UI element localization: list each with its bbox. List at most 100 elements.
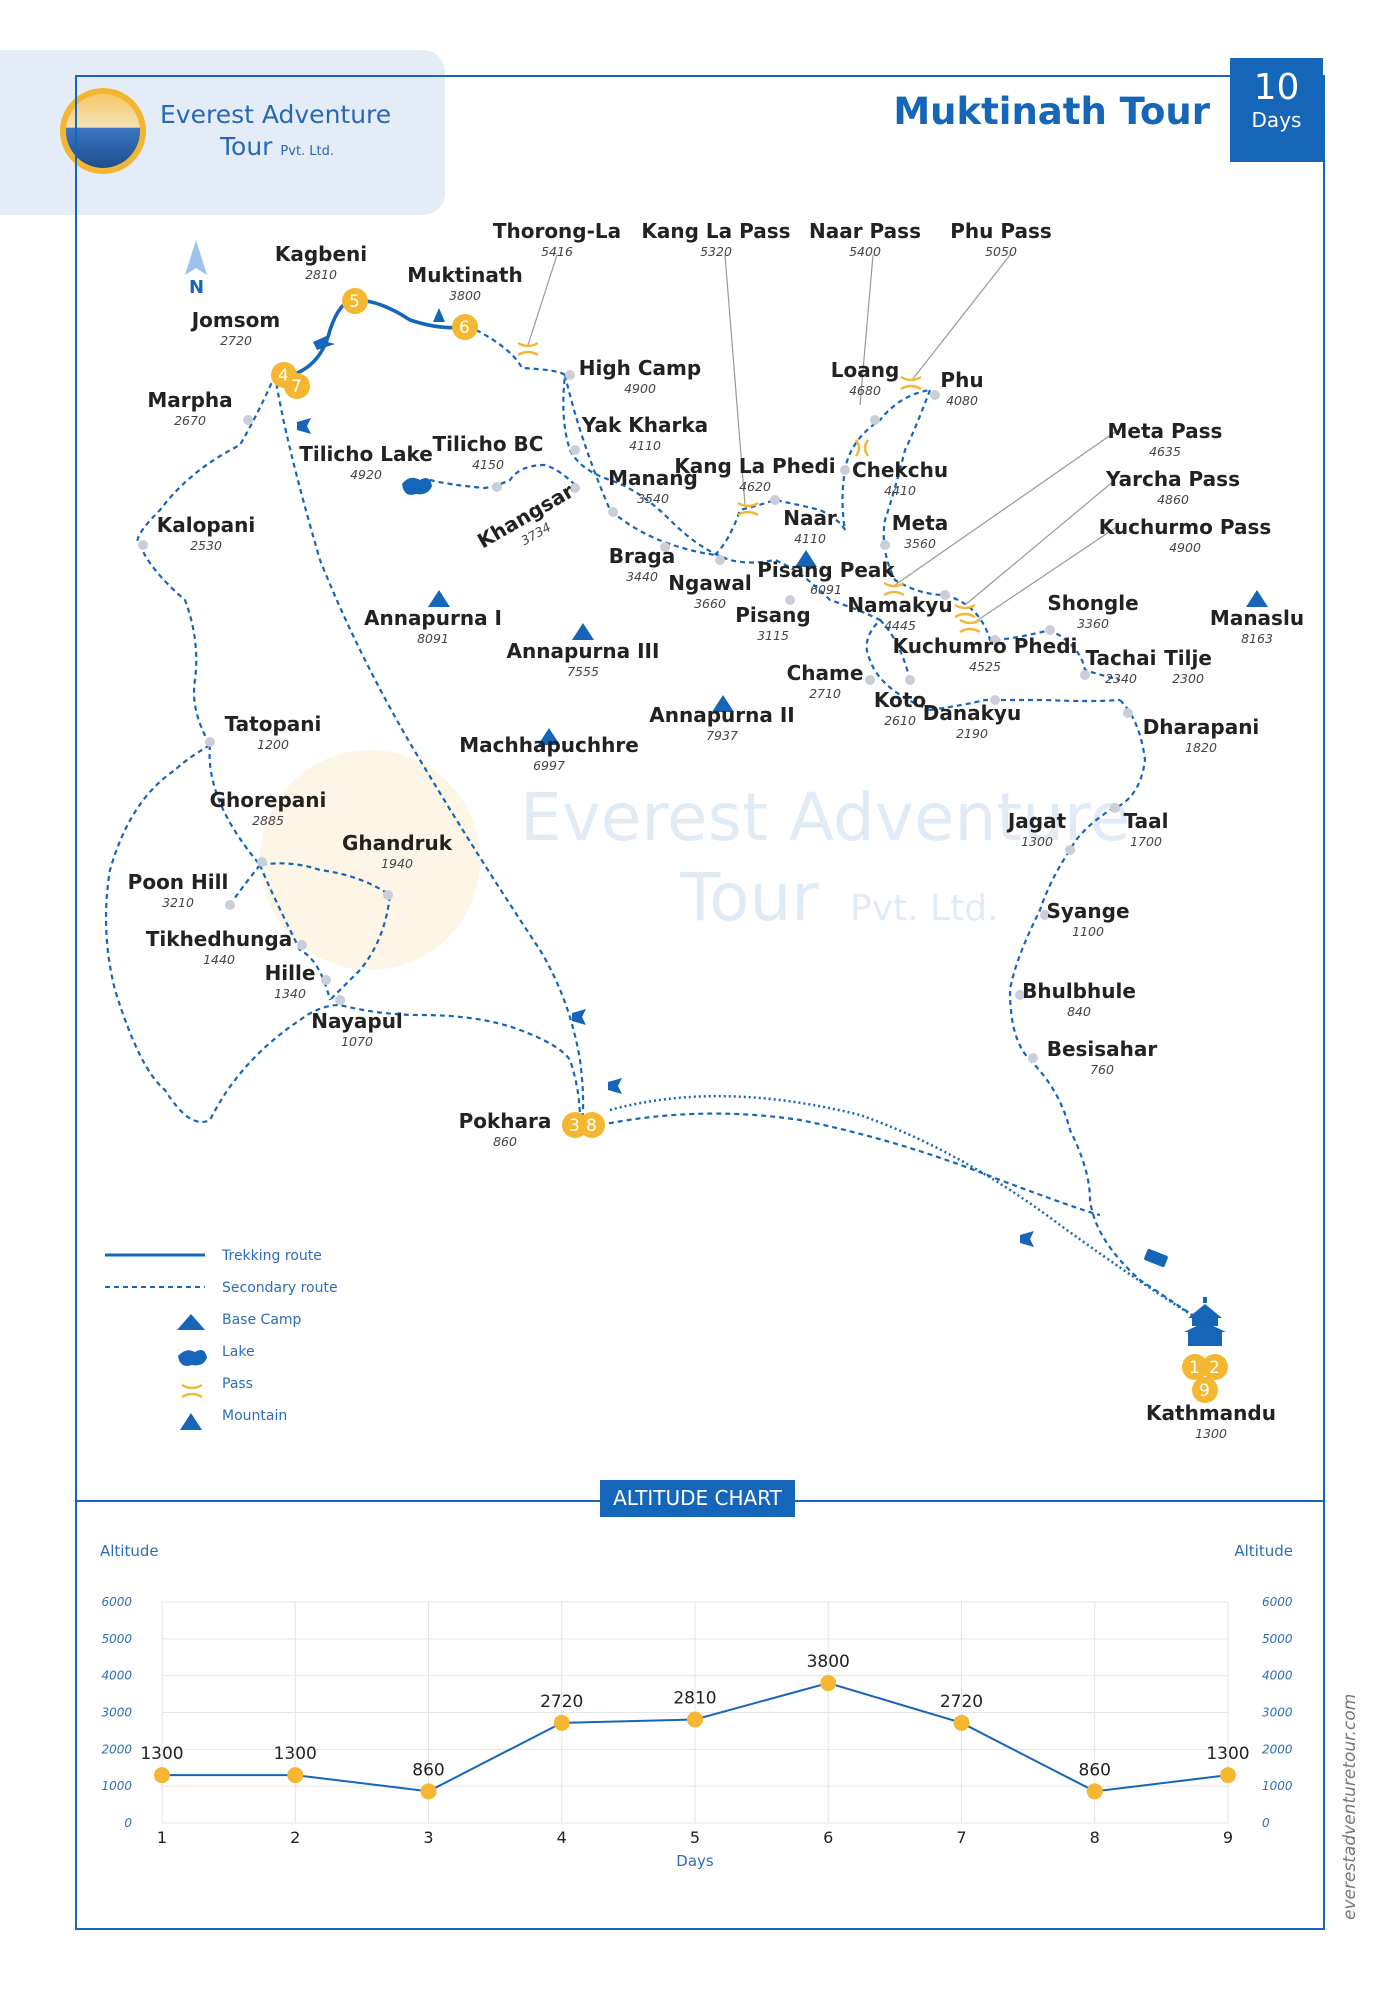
place-name: Ghorepani bbox=[210, 788, 327, 812]
days-badge: 10 Days bbox=[1230, 58, 1323, 162]
altitude-chart: Altitude Altitude 0 0 1000 1000 2000 2000 3000 30… bbox=[100, 1542, 1293, 1870]
pass-altitude: 4860 bbox=[1157, 492, 1189, 507]
watermark-line1: Everest Adventure bbox=[520, 779, 1130, 856]
y-tick-right: 4000 bbox=[1262, 1669, 1293, 1683]
plane-icon bbox=[608, 1078, 622, 1094]
place-altitude: 2340 bbox=[1105, 671, 1137, 686]
place-altitude: 1340 bbox=[274, 986, 306, 1001]
waypoint-kalopani bbox=[138, 540, 148, 550]
waypoint-hille bbox=[321, 975, 331, 985]
place-altitude: 4150 bbox=[472, 457, 504, 472]
place-altitude: 1820 bbox=[1185, 740, 1217, 755]
altitude-data-label: 860 bbox=[412, 1760, 444, 1780]
pass-icon bbox=[900, 375, 922, 391]
altitude-point bbox=[553, 1714, 570, 1731]
svg-text:4: 4 bbox=[278, 366, 289, 386]
place-altitude: 4110 bbox=[629, 438, 661, 453]
place-name: Taal bbox=[1124, 809, 1169, 833]
route-tatopani-pokhara bbox=[104, 744, 582, 1124]
y-tick-left: 2000 bbox=[101, 1742, 132, 1756]
y-tick-right: 2000 bbox=[1262, 1742, 1293, 1756]
place-altitude: 4620 bbox=[739, 479, 771, 494]
stop-pokhara-b: 8 bbox=[579, 1112, 605, 1138]
y-tick-right: 5000 bbox=[1262, 1632, 1293, 1646]
place-name: Kang La Phedi bbox=[674, 454, 835, 478]
route-pokhara-kathmandu-road bbox=[599, 1112, 1101, 1217]
mountain-name: Manaslu bbox=[1210, 606, 1304, 630]
stop-kathmandu-c: 9 bbox=[1192, 1377, 1218, 1403]
mountain-icon bbox=[1246, 590, 1268, 607]
mountain-name: Annapurna II bbox=[649, 703, 794, 727]
waypoint-ghorepani bbox=[257, 857, 267, 867]
place-altitude: 2710 bbox=[809, 686, 841, 701]
leader-meta-pass bbox=[894, 431, 1116, 586]
y-tick-left: 4000 bbox=[101, 1669, 132, 1683]
route-dharapani-kathmandu bbox=[1008, 699, 1201, 1321]
place-name: Pokhara bbox=[459, 1109, 552, 1133]
secondary-routes bbox=[104, 321, 1201, 1321]
north-arrow-icon bbox=[185, 240, 207, 275]
svg-text:1: 1 bbox=[1189, 1358, 1200, 1378]
legend-pass-icon bbox=[181, 1383, 203, 1399]
svg-text:3: 3 bbox=[569, 1116, 580, 1136]
place-name: Phu bbox=[940, 368, 983, 392]
pass-icon bbox=[959, 618, 981, 634]
plane-icon bbox=[1020, 1231, 1034, 1247]
waypoint-high-camp bbox=[565, 370, 575, 380]
waypoint-dharapani bbox=[1123, 708, 1133, 718]
pass-altitude: 4635 bbox=[1149, 444, 1181, 459]
leader-kuchurmo-pass bbox=[974, 527, 1116, 623]
place-altitude: 1700 bbox=[1130, 834, 1162, 849]
waypoint-chame bbox=[865, 675, 875, 685]
place-altitude: 3115 bbox=[757, 628, 789, 643]
x-tick: 9 bbox=[1223, 1828, 1233, 1847]
waypoint-namakyu bbox=[990, 635, 1000, 645]
watermark-emblem bbox=[260, 750, 480, 970]
leader-phu-pass bbox=[911, 254, 1011, 381]
left-axis-title: Altitude bbox=[100, 1542, 159, 1560]
place-altitude: 3560 bbox=[904, 536, 936, 551]
place-name: Koto bbox=[874, 688, 926, 712]
place-altitude: 4445 bbox=[884, 618, 916, 633]
place-name: Muktinath bbox=[407, 263, 522, 287]
altitude-point bbox=[287, 1767, 304, 1784]
mountain-icon bbox=[428, 590, 450, 607]
place-altitude: 1300 bbox=[1195, 1426, 1227, 1441]
waypoints bbox=[138, 370, 1133, 1063]
waypoint-braga bbox=[660, 542, 670, 552]
paraglider-icon bbox=[313, 334, 335, 350]
place-name: Naar bbox=[783, 506, 837, 530]
place-name: Braga bbox=[609, 544, 675, 568]
place-name: Chame bbox=[787, 661, 864, 685]
days-label: Days bbox=[1251, 108, 1302, 132]
waypoint-syange bbox=[1040, 910, 1050, 920]
map-frame bbox=[75, 75, 1325, 1930]
place-altitude: 1070 bbox=[341, 1034, 373, 1049]
x-axis-title: Days bbox=[676, 1852, 714, 1870]
waypoint-khangsar bbox=[608, 507, 618, 517]
route-jomsom-tatopani bbox=[136, 374, 277, 746]
mountain-altitude: 8163 bbox=[1241, 631, 1273, 646]
pass-altitude: 4900 bbox=[1169, 540, 1201, 555]
